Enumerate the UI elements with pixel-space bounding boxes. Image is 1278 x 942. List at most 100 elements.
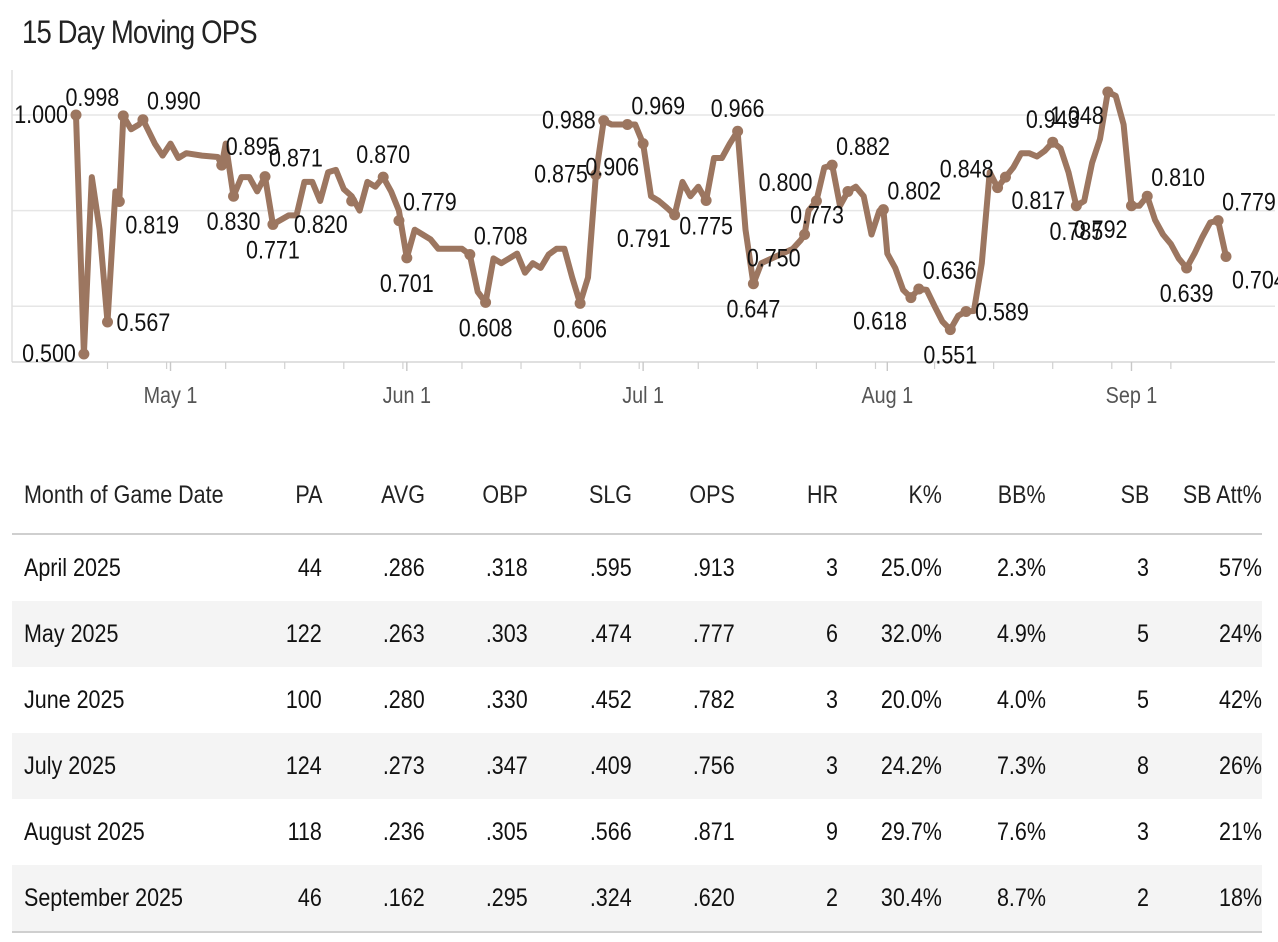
data-point — [1212, 215, 1224, 227]
cell-ops: .913 — [693, 553, 735, 582]
data-point — [960, 305, 972, 317]
data-label: 0.848 — [940, 155, 994, 183]
data-label: 0.750 — [747, 244, 801, 272]
data-point — [799, 228, 811, 240]
ops-line-chart: May 1 Jun 1 Jul 1 Aug 1 Sep 1 1.000 0.500 0.567… — [11, 70, 1278, 409]
header-ops[interactable]: OPS — [632, 457, 735, 535]
header-month[interactable]: Month of Game Date — [12, 457, 230, 535]
header-bb-pct[interactable]: BB% — [942, 457, 1046, 535]
data-point — [1181, 262, 1193, 274]
cell-hr: 3 — [826, 553, 838, 582]
data-label: 0.817 — [1011, 187, 1065, 215]
cell-sb: 8 — [1046, 733, 1149, 799]
data-label: 0.830 — [207, 208, 261, 236]
cell-k-pct: 24.2% — [838, 733, 942, 799]
data-point — [992, 182, 1004, 194]
cell-obp: .347 — [425, 733, 528, 799]
header-avg[interactable]: AVG — [322, 457, 425, 535]
data-point — [637, 138, 649, 150]
data-point — [78, 348, 90, 360]
header-sb-att-pct[interactable]: SB Att% — [1149, 457, 1262, 535]
header-slg[interactable]: SLG — [528, 457, 632, 535]
data-point — [102, 316, 114, 328]
cell-sb-att-pct: 18% — [1149, 865, 1262, 933]
cell-bb-pct: 8.7% — [942, 865, 1046, 933]
data-label: 0.810 — [1151, 164, 1205, 192]
cell-k-pct: 29.7% — [881, 817, 942, 846]
table-row: April 2025 44 .286 .318 .595 .913 3 25.0… — [12, 534, 1262, 601]
cell-month: September 2025 — [12, 865, 230, 933]
data-point — [137, 114, 149, 126]
data-label: 0.969 — [631, 92, 685, 120]
cell-pa: 46 — [230, 865, 322, 933]
data-label: 0.771 — [246, 236, 300, 264]
cell-month: August 2025 — [24, 817, 145, 846]
cell-sb: 3 — [1137, 553, 1149, 582]
data-label: 0.639 — [1160, 279, 1214, 307]
data-label: 0.791 — [617, 224, 671, 252]
data-label: 0.990 — [147, 87, 201, 115]
header-sb[interactable]: SB — [1046, 457, 1149, 535]
cell-hr: 6 — [735, 601, 838, 667]
cell-month: June 2025 — [24, 685, 125, 714]
cell-slg: .595 — [590, 553, 632, 582]
cell-ops: .871 — [693, 817, 735, 846]
cell-k-pct: 20.0% — [881, 685, 942, 714]
data-label: 0.785 — [1049, 217, 1103, 245]
data-label: 0.775 — [679, 212, 733, 240]
cell-obp: .303 — [425, 601, 528, 667]
cell-sb: 2 — [1046, 865, 1149, 933]
data-point — [669, 209, 681, 221]
cell-hr: 3 — [735, 733, 838, 799]
data-label: 0.998 — [65, 83, 119, 111]
data-label: 1.048 — [1050, 101, 1104, 129]
cell-ops: .782 — [693, 685, 735, 714]
cell-sb-att-pct: 24% — [1149, 601, 1262, 667]
cell-bb-pct: 7.3% — [942, 733, 1046, 799]
data-label: 0.871 — [269, 144, 323, 172]
cell-ops: .620 — [632, 865, 735, 933]
cell-avg: .286 — [383, 553, 425, 582]
data-label: 0.773 — [790, 201, 844, 229]
data-point — [913, 283, 925, 295]
cell-month: April 2025 — [24, 553, 121, 582]
data-point — [480, 296, 492, 308]
cell-avg: .162 — [322, 865, 425, 933]
cell-sb-att-pct: 42% — [1218, 685, 1262, 714]
monthly-stats-table-wrap: Month of Game Date PA AVG OBP SLG OPS HR… — [12, 457, 1262, 933]
cell-pa: 122 — [230, 601, 322, 667]
data-label: 0.636 — [923, 256, 977, 284]
header-pa[interactable]: PA — [230, 457, 322, 535]
data-label: 0.618 — [853, 307, 907, 335]
data-label: 0.608 — [459, 314, 513, 342]
data-label: 0.802 — [887, 177, 941, 205]
data-point — [401, 252, 413, 264]
data-point — [377, 171, 389, 183]
data-point — [216, 159, 228, 171]
data-point — [1070, 200, 1082, 212]
header-hr[interactable]: HR — [735, 457, 838, 535]
data-point — [464, 249, 476, 261]
table-row: July 2025 124 .273 .347 .409 .756 3 24.2… — [12, 733, 1262, 799]
cell-avg: .236 — [383, 817, 425, 846]
header-k-pct[interactable]: K% — [838, 457, 942, 535]
cell-pa: 44 — [298, 553, 322, 582]
x-tick-label: Jul 1 — [622, 383, 664, 409]
cell-sb-att-pct: 26% — [1149, 733, 1262, 799]
cell-avg: .263 — [322, 601, 425, 667]
data-label: 0.943 — [1026, 106, 1080, 134]
data-label: 0.882 — [836, 133, 890, 161]
header-obp[interactable]: OBP — [425, 457, 528, 535]
x-tick-label: Jun 1 — [383, 383, 431, 409]
cell-avg: .273 — [322, 733, 425, 799]
data-label: 0.792 — [1074, 215, 1128, 243]
data-point — [999, 171, 1011, 183]
data-point — [700, 195, 712, 207]
cell-slg: .566 — [590, 817, 632, 846]
data-label: 0.988 — [542, 106, 596, 134]
data-point — [621, 119, 633, 131]
data-label: 0.800 — [759, 168, 813, 196]
data-label: 0.966 — [711, 95, 765, 123]
data-point — [1047, 136, 1059, 148]
data-point — [113, 195, 125, 207]
